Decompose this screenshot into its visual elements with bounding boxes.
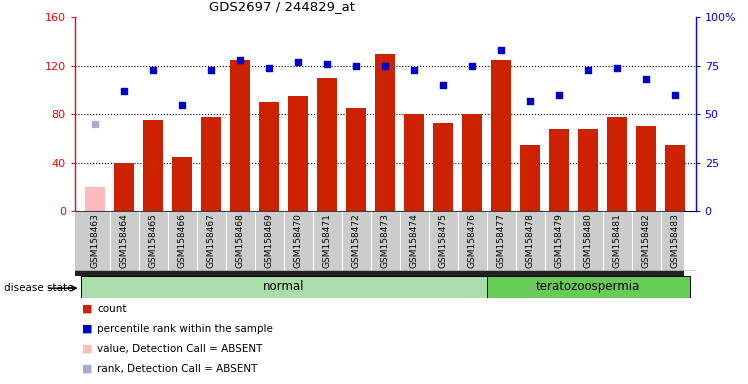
Bar [665, 144, 685, 211]
Point [292, 59, 304, 65]
Text: GSM158478: GSM158478 [526, 213, 535, 268]
Bar [433, 123, 453, 211]
Bar [81, 276, 487, 298]
Bar [172, 157, 192, 211]
Point [205, 66, 217, 73]
Point [350, 63, 362, 69]
Text: ■: ■ [82, 344, 93, 354]
Text: GSM158464: GSM158464 [120, 213, 129, 268]
Point [582, 66, 594, 73]
Text: GSM158463: GSM158463 [91, 213, 99, 268]
Point [263, 65, 275, 71]
Bar [404, 114, 424, 211]
Text: GSM158476: GSM158476 [468, 213, 476, 268]
Text: GSM158483: GSM158483 [671, 213, 680, 268]
Text: GSM158479: GSM158479 [555, 213, 564, 268]
Text: GSM158482: GSM158482 [642, 213, 651, 268]
Point [408, 66, 420, 73]
Text: GSM158477: GSM158477 [497, 213, 506, 268]
Bar [491, 60, 512, 211]
Bar [346, 108, 367, 211]
Text: count: count [97, 304, 126, 314]
Point [495, 47, 507, 53]
Bar [85, 187, 105, 211]
Point [640, 76, 652, 83]
Bar [520, 144, 540, 211]
Text: GSM158470: GSM158470 [294, 213, 303, 268]
Text: GSM158465: GSM158465 [149, 213, 158, 268]
Bar [549, 129, 569, 211]
Text: GSM158474: GSM158474 [410, 213, 419, 268]
Text: GSM158473: GSM158473 [381, 213, 390, 268]
Point [177, 101, 188, 108]
Bar [230, 60, 251, 211]
Bar [143, 120, 163, 211]
Text: GSM158466: GSM158466 [177, 213, 187, 268]
Point [524, 98, 536, 104]
Text: GSM158481: GSM158481 [613, 213, 622, 268]
Text: GSM158480: GSM158480 [583, 213, 593, 268]
Text: GSM158472: GSM158472 [352, 213, 361, 268]
Bar [578, 129, 598, 211]
Point [89, 121, 101, 127]
Bar [607, 117, 628, 211]
Text: value, Detection Call = ABSENT: value, Detection Call = ABSENT [97, 344, 263, 354]
Point [147, 66, 159, 73]
Point [611, 65, 623, 71]
Text: percentile rank within the sample: percentile rank within the sample [97, 324, 273, 334]
Point [466, 63, 478, 69]
Text: normal: normal [263, 280, 304, 293]
Text: ■: ■ [82, 324, 93, 334]
Bar [288, 96, 308, 211]
Text: GSM158467: GSM158467 [206, 213, 215, 268]
Text: GDS2697 / 244829_at: GDS2697 / 244829_at [209, 0, 355, 13]
Bar [462, 114, 482, 211]
Point [554, 92, 565, 98]
Text: GSM158475: GSM158475 [439, 213, 448, 268]
Bar [259, 102, 279, 211]
Point [234, 57, 246, 63]
Bar [375, 54, 396, 211]
Text: rank, Detection Call = ABSENT: rank, Detection Call = ABSENT [97, 364, 257, 374]
Bar [201, 117, 221, 211]
Text: disease state: disease state [4, 283, 73, 293]
Bar [317, 78, 337, 211]
Text: teratozoospermia: teratozoospermia [536, 280, 640, 293]
Point [438, 82, 450, 88]
Text: GSM158468: GSM158468 [236, 213, 245, 268]
Bar [114, 163, 135, 211]
Text: GSM158469: GSM158469 [265, 213, 274, 268]
Point [118, 88, 130, 94]
Text: GSM158471: GSM158471 [322, 213, 331, 268]
Bar [487, 276, 690, 298]
Point [321, 61, 333, 67]
Text: ■: ■ [82, 364, 93, 374]
Point [379, 63, 391, 69]
Bar [636, 126, 657, 211]
Bar [75, 271, 684, 276]
Text: ■: ■ [82, 304, 93, 314]
Point [669, 92, 681, 98]
